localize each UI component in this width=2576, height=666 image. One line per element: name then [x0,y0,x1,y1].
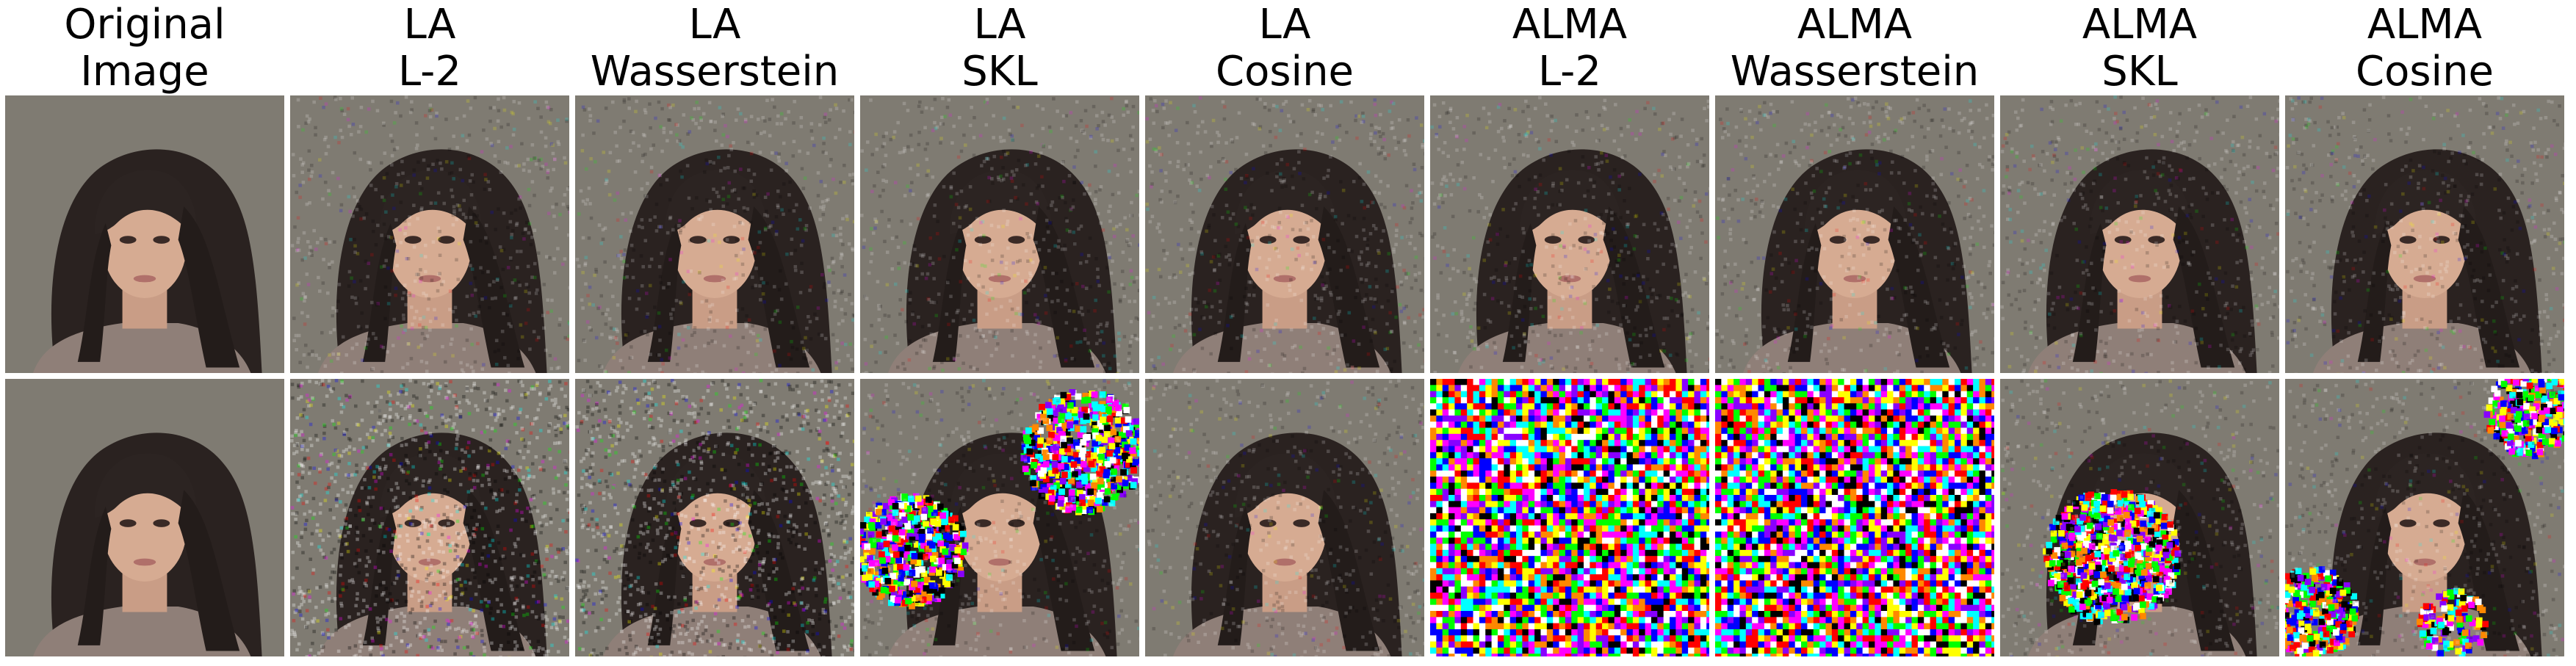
column-header: ALMA L-2 [1427,1,1712,95]
image-panel [575,379,854,656]
column-header-line2: Wasserstein [590,48,840,95]
face-image [5,379,284,656]
column-header-line2: SKL [2101,48,2178,95]
face-image [290,95,569,373]
image-panel [2000,95,2279,373]
image-panel [5,95,284,373]
column-header: LA L-2 [287,1,572,95]
column-header-line1: LA [973,1,1026,48]
face-image [575,95,854,373]
image-panel [1145,379,1424,656]
column-header-line1: ALMA [1512,1,1628,48]
column-headers: Original Image LA L-2 LA Wasserstein LA SKL LA Co… [0,0,2576,95]
face-image [860,95,1139,373]
noise-image [1430,379,1709,656]
column-header-line1: LA [403,1,456,48]
image-panel [575,95,854,373]
image-panel [1145,95,1424,373]
column-header-line2: L-2 [1537,48,1602,95]
column-header: ALMA Wasserstein [1712,1,1997,95]
image-panel [860,95,1139,373]
column-header-line1: ALMA [1797,1,1913,48]
face-image [1715,95,1994,373]
column-header: LA Cosine [1142,1,1427,95]
column-header: Original Image [2,1,287,95]
image-panel [2285,379,2564,656]
column-header-line2: Cosine [1215,48,1354,95]
column-header-line1: LA [1258,1,1311,48]
column-header-line1: ALMA [2367,1,2483,48]
face-image [1430,95,1709,373]
image-panel [1430,95,1709,373]
face-image [2285,95,2564,373]
image-panel [1715,379,1994,656]
face-image [860,379,1139,656]
face-image [5,95,284,373]
image-panel [290,95,569,373]
column-header-line1: Original [64,1,226,48]
image-panel [5,379,284,656]
face-image [1145,95,1424,373]
image-panel [290,379,569,656]
column-header-line2: Image [80,48,209,95]
face-image [575,379,854,656]
column-header-line1: LA [688,1,741,48]
column-header-line2: Wasserstein [1730,48,1980,95]
face-image [2285,379,2564,656]
column-header: ALMA Cosine [2282,1,2567,95]
column-header: LA SKL [857,1,1142,95]
image-panel [1430,379,1709,656]
noise-image [1715,379,1994,656]
column-header-line2: L-2 [397,48,462,95]
column-header-line2: SKL [962,48,1038,95]
image-panel [2285,95,2564,373]
face-image [1145,379,1424,656]
column-header: LA Wasserstein [572,1,857,95]
column-header-line1: ALMA [2082,1,2198,48]
face-image [2000,95,2279,373]
image-panel [2000,379,2279,656]
image-panel [1715,95,1994,373]
face-image [290,379,569,656]
column-header: ALMA SKL [1997,1,2282,95]
image-panel [860,379,1139,656]
column-header-line2: Cosine [2355,48,2494,95]
face-image [2000,379,2279,656]
